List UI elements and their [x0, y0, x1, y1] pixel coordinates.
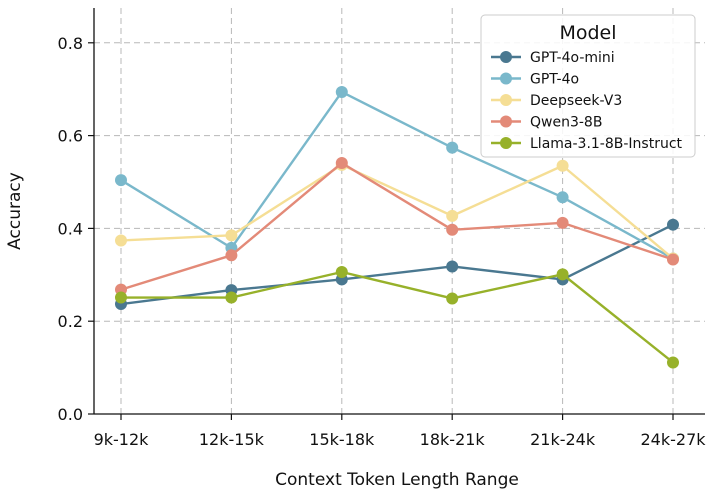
legend: Model GPT-4o-mini GPT-4o Deepseek-V3 Qwen3-… — [480, 14, 696, 158]
series-line — [120, 223, 674, 306]
data-point — [446, 292, 459, 305]
y-axis-title: Accuracy — [5, 172, 25, 250]
legend-marker — [500, 115, 512, 128]
axes — [93, 8, 705, 415]
data-point — [446, 141, 459, 154]
x-tick-label: 21k-24k — [530, 430, 596, 449]
data-point — [115, 174, 127, 187]
x-tick-label: 15k-18k — [309, 430, 375, 449]
y-tick-label: 0.8 — [58, 34, 83, 53]
x-tick-label: 18k-21k — [420, 430, 486, 449]
legend-label: Qwen3-8B — [530, 115, 602, 131]
legend-marker — [500, 72, 512, 85]
data-point — [556, 191, 569, 204]
data-point — [335, 156, 348, 169]
x-tick-label: 24k-27k — [640, 430, 706, 449]
tick-labels: 0.0 0.2 0.4 0.6 0.8 9k-12k 12k-15k 15k-18k 18k-2… — [58, 34, 707, 449]
x-tick-label: 9k-12k — [94, 430, 150, 449]
data-point — [225, 291, 238, 304]
data-point — [335, 85, 348, 98]
data-point — [446, 260, 459, 273]
x-tick-label: 12k-15k — [199, 430, 265, 449]
legend-marker — [500, 137, 512, 149]
data-point — [115, 291, 127, 304]
x-axis-title: Context Token Length Range — [275, 470, 519, 490]
series-line — [120, 163, 674, 260]
series-line — [120, 161, 674, 291]
data-point — [446, 209, 459, 222]
series-line — [121, 270, 674, 364]
legend-marker — [500, 51, 512, 63]
data-point — [115, 234, 127, 247]
data-point — [225, 249, 238, 262]
y-tick-label: 0.2 — [58, 312, 83, 331]
data-point — [667, 253, 679, 266]
y-tick-label: 0.4 — [58, 219, 83, 238]
legend-label: Llama-3.1-8B-Instruct — [530, 136, 683, 152]
legend-marker — [500, 94, 512, 106]
data-point — [667, 218, 679, 231]
data-point — [667, 356, 679, 369]
legend-title: Model — [559, 22, 616, 44]
y-tick-label: 0.0 — [58, 405, 83, 424]
data-point — [335, 266, 348, 279]
data-point — [556, 268, 569, 281]
data-point — [556, 159, 569, 172]
data-point — [225, 229, 238, 242]
data-point — [446, 223, 459, 236]
legend-label: GPT-4o-mini — [530, 50, 615, 66]
series — [115, 85, 679, 369]
legend-box — [480, 14, 696, 158]
data-point — [556, 216, 569, 229]
legend-label: Deepseek-V3 — [530, 93, 622, 109]
y-tick-label: 0.6 — [58, 127, 83, 146]
legend-label: GPT-4o — [530, 72, 579, 88]
